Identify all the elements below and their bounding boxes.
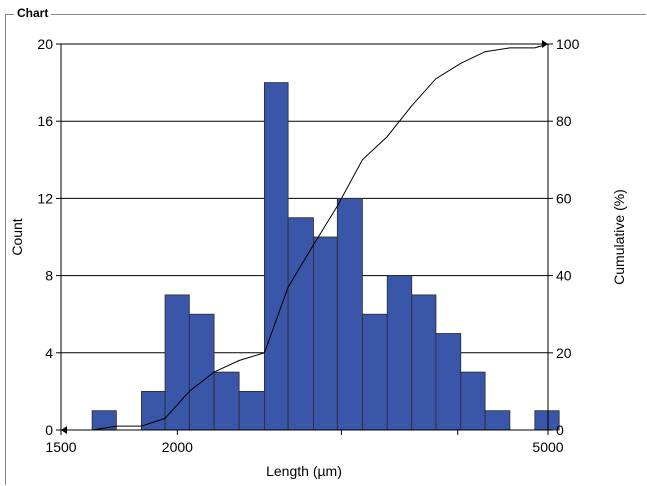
histogram-bar xyxy=(460,371,486,431)
y2-axis-label: Cumulative (%) xyxy=(611,189,627,285)
y2-tick-label: 20 xyxy=(556,345,572,361)
y2-tick-label: 80 xyxy=(556,113,572,129)
x-axis-label: Length (µm) xyxy=(266,463,342,479)
curve-start-arrow xyxy=(61,426,67,434)
x-tick-label: 1500 xyxy=(45,439,76,455)
x-tick-label: 5000 xyxy=(532,439,563,455)
y-tick-label: 20 xyxy=(37,36,53,52)
histogram-bar xyxy=(435,333,462,431)
y2-tick-label: 40 xyxy=(556,268,572,284)
y-tick-label: 4 xyxy=(45,345,53,361)
y2-tick-label: 100 xyxy=(556,36,580,52)
y2-tick-label: 60 xyxy=(556,190,572,206)
y-axis-label: Count xyxy=(9,218,25,255)
cumulative-curve xyxy=(61,43,549,431)
histogram-bar xyxy=(411,294,437,431)
chart-panel-frame xyxy=(5,14,646,485)
histogram-bar xyxy=(361,313,388,431)
y-tick-label: 0 xyxy=(45,422,53,438)
histogram-bar xyxy=(238,390,265,431)
histogram-bar xyxy=(164,294,190,431)
histogram-bars xyxy=(91,82,560,431)
y2-tick-label: 0 xyxy=(556,422,564,438)
histogram-bar xyxy=(336,197,363,431)
y-tick-label: 8 xyxy=(45,268,53,284)
histogram-bar xyxy=(386,275,413,431)
histogram-bar xyxy=(484,410,511,431)
histogram-bar xyxy=(188,313,215,431)
panel-title: Chart xyxy=(14,6,52,20)
histogram-bar xyxy=(313,236,338,431)
histogram-bar xyxy=(287,217,314,431)
histogram-bar xyxy=(263,82,289,431)
y-tick-label: 16 xyxy=(37,113,53,129)
x-tick-label: 2000 xyxy=(162,439,193,455)
cumulative-curve-group xyxy=(61,40,549,434)
tick-labels: 0 4 8 12 16 20 0 20 40 60 80 100 1500 2000 5000 xyxy=(37,36,579,455)
axes xyxy=(56,43,553,435)
y-tick-label: 12 xyxy=(37,190,53,206)
curve-end-arrow xyxy=(542,40,548,48)
histogram-bar xyxy=(141,390,166,431)
histogram-bar xyxy=(213,371,240,431)
